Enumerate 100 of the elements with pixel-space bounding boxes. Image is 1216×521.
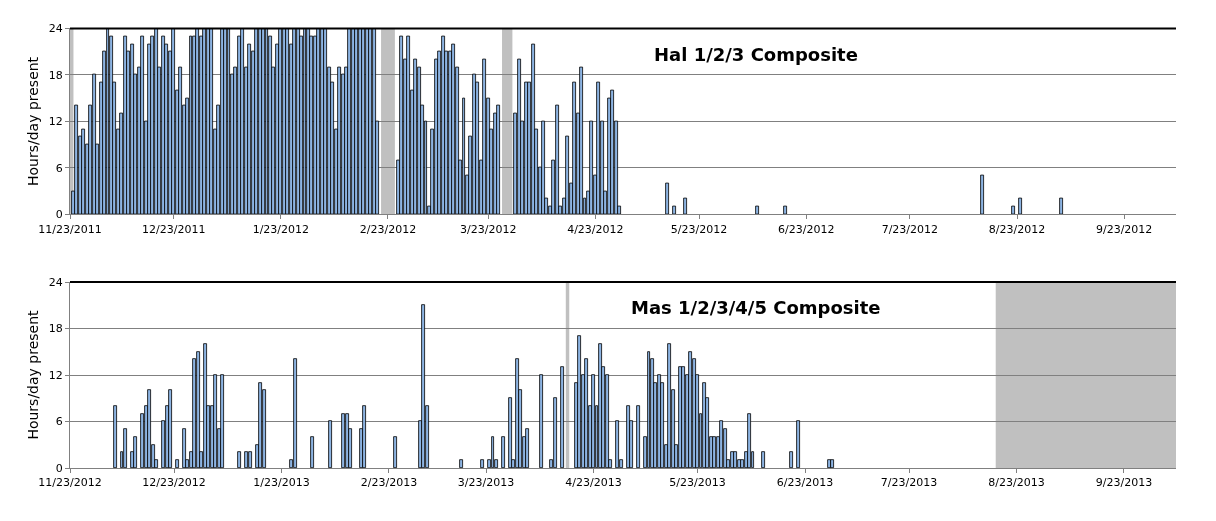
x-tick-label: 12/23/2011	[141, 222, 206, 236]
bar	[789, 451, 793, 469]
bar	[247, 43, 251, 215]
bar	[796, 420, 800, 469]
bar	[175, 459, 179, 469]
bar	[196, 351, 200, 469]
x-tick-label: 1/23/2012	[252, 222, 310, 236]
bar	[123, 428, 127, 469]
bar	[596, 81, 600, 215]
y-tick-label: 6	[55, 161, 63, 175]
bar	[178, 66, 182, 215]
x-tick-label: 8/23/2013	[988, 476, 1045, 490]
text: Mas 1/2/3/4/5 Composite	[631, 297, 881, 318]
bar	[220, 374, 224, 469]
bar	[672, 205, 676, 215]
bar	[719, 420, 723, 469]
bar	[81, 128, 85, 215]
bar	[610, 89, 614, 215]
bar	[337, 66, 341, 215]
bar	[667, 343, 671, 469]
x-tick-label: 3/23/2013	[457, 476, 515, 490]
bar	[525, 428, 529, 469]
bar	[189, 35, 192, 215]
x-tick-label: 1/23/2013	[253, 476, 310, 490]
x-tick-label: 12/23/2012	[142, 476, 206, 490]
x-tick-label: 4/23/2013	[565, 476, 622, 490]
bar	[413, 58, 417, 215]
bar	[92, 73, 96, 215]
bar	[589, 120, 593, 215]
bar	[248, 451, 252, 469]
bar	[480, 459, 484, 469]
bar	[555, 104, 559, 215]
bar	[113, 405, 117, 469]
bar	[147, 389, 151, 469]
bar	[584, 358, 588, 469]
bar	[203, 343, 207, 469]
bar	[491, 436, 494, 469]
bar	[1011, 205, 1015, 215]
bar	[636, 405, 640, 469]
bar	[293, 358, 297, 469]
x-tick-label: 9/23/2012	[1095, 222, 1153, 236]
bar	[1059, 197, 1063, 215]
y-axis-title: Hours/day present	[25, 309, 42, 440]
x-tick-label: 11/23/2012	[38, 476, 102, 490]
bar	[683, 197, 687, 215]
y-tick-label: 12	[48, 115, 63, 129]
bar	[579, 66, 583, 215]
bar	[406, 35, 410, 215]
bar	[213, 374, 217, 469]
y-tick-label: 24	[48, 275, 63, 289]
y-tick-label: 0	[55, 208, 63, 222]
bar	[140, 35, 144, 215]
y-tick-label: 24	[48, 22, 63, 36]
bar	[258, 382, 262, 469]
bar	[577, 335, 581, 469]
bar	[591, 374, 595, 469]
y-tick-label: 0	[55, 461, 63, 475]
bar	[647, 351, 650, 469]
x-tick-label: 8/23/2012	[988, 222, 1046, 236]
bar	[783, 205, 787, 215]
bar	[362, 405, 366, 469]
bar	[572, 81, 576, 215]
bar	[399, 35, 403, 215]
bar	[688, 351, 692, 469]
bar	[496, 104, 500, 215]
text: Hal 1/2/3 Composite	[654, 44, 858, 65]
y-tick-label: 18	[48, 68, 63, 82]
x-tick-label: 6/23/2013	[776, 476, 834, 490]
bar	[565, 135, 569, 215]
y-tick-label: 6	[55, 415, 63, 429]
bar	[237, 451, 241, 469]
bar	[310, 436, 314, 469]
x-tick-label: 4/23/2012	[567, 222, 624, 236]
bar	[615, 420, 619, 469]
bar	[517, 58, 521, 215]
bar	[508, 397, 512, 469]
x-tick-label: 7/23/2013	[880, 476, 938, 490]
bar	[1018, 197, 1022, 215]
bar	[244, 451, 248, 469]
x-tick-label: 2/23/2013	[360, 476, 418, 490]
bar	[451, 43, 455, 215]
bar	[531, 43, 535, 215]
bar	[182, 428, 186, 469]
x-tick-label: 2/23/2012	[359, 222, 417, 236]
bar	[462, 97, 465, 215]
y-axis-title: Hours/day present	[25, 56, 42, 187]
bar	[341, 413, 345, 469]
bar	[328, 420, 332, 469]
bar	[980, 174, 984, 215]
y-tick-label: 12	[48, 368, 63, 382]
bar	[501, 436, 505, 469]
bar	[421, 304, 425, 469]
bar	[541, 120, 545, 215]
bar	[761, 451, 765, 469]
bar	[133, 436, 137, 469]
x-tick-label: 9/23/2013	[1095, 476, 1153, 490]
y-tick-label: 18	[48, 322, 63, 336]
x-tick-label: 5/23/2013	[669, 476, 726, 490]
bar	[459, 459, 463, 469]
x-tick-label: 5/23/2012	[670, 222, 728, 236]
